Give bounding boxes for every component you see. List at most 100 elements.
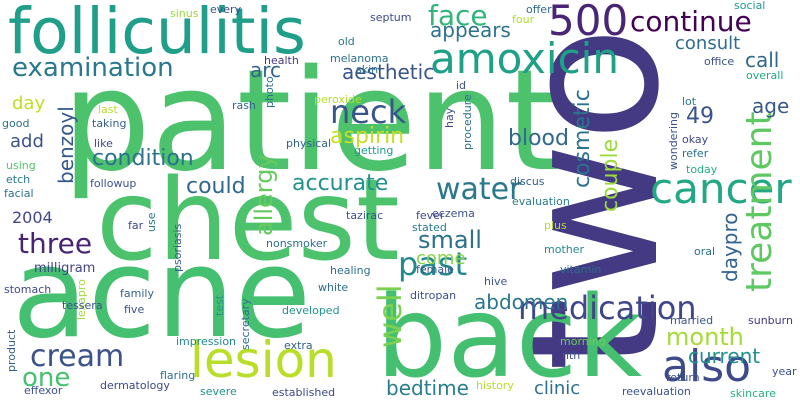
word-500: 500 (548, 0, 629, 45)
word-condition: condition (92, 146, 194, 171)
word-call: call (745, 48, 780, 72)
word-procedure: procedure (461, 94, 474, 150)
word-septum: septum (370, 11, 412, 24)
word-consult: consult (675, 33, 741, 54)
word-couple: couple (598, 138, 623, 212)
word-hay: hay (443, 107, 456, 128)
word-effexor: effexor (24, 384, 63, 397)
word-face: face (428, 0, 488, 32)
word-lot: lot (682, 95, 697, 108)
word-ditropan: ditropan (410, 289, 457, 302)
word-white: white (318, 281, 349, 294)
word-age: age (752, 94, 790, 118)
word-stomach: stomach (4, 283, 52, 296)
word-fever: fever (416, 209, 445, 222)
word-psoriasis: psoriasis (171, 223, 184, 272)
word-aspirin: aspirin (330, 124, 405, 149)
word-current: current (688, 344, 761, 368)
word-water: water (436, 172, 522, 207)
word-established: established (272, 386, 336, 399)
word-using: using (6, 159, 36, 172)
word-examination: examination (12, 53, 174, 83)
word-reevaluation: reevaluation (622, 385, 691, 398)
word-family: family (120, 287, 154, 300)
word-small: small (418, 226, 482, 254)
word-peroxide: peroxide (314, 93, 362, 106)
word-aesthetic: aesthetic (342, 60, 435, 84)
word-getting: getting (354, 144, 394, 157)
word-one: one (22, 363, 71, 393)
word-day: day (12, 93, 46, 114)
word-photo: photo (263, 76, 276, 108)
word-milligram: milligram (34, 261, 96, 276)
word-back: back (376, 273, 643, 400)
word-acne: acne (12, 222, 312, 366)
word-overall: overall (746, 69, 784, 82)
word-health: health (264, 54, 299, 67)
word-arc: arc (250, 58, 282, 82)
word-nonsmoker: nonsmoker (266, 237, 328, 250)
word-impression: impression (176, 335, 237, 348)
word-nth: nth (562, 349, 581, 362)
word-history: history (476, 379, 514, 392)
word-taking: taking (92, 117, 127, 130)
word-sunburn: sunburn (748, 314, 793, 327)
word-far: far (128, 219, 144, 232)
word-oral: oral (694, 245, 716, 258)
word-last: last (98, 103, 118, 116)
word-amoxicin: amoxicin (430, 34, 619, 83)
word-vitamin: vitamin (560, 263, 602, 276)
word-cancer: cancer (650, 164, 792, 213)
word-facial: facial (4, 187, 34, 200)
word-every: every (210, 3, 242, 16)
word-wondering: wondering (667, 112, 680, 170)
word-sinus: sinus (170, 7, 199, 20)
word-treatment: treatment (739, 111, 780, 292)
word-benzoyl: benzoyl (54, 106, 78, 184)
word-extra: extra (284, 339, 313, 352)
word-daypro: daypro (718, 212, 742, 282)
word-tazirac: tazirac (346, 209, 384, 222)
word-mother: mother (544, 243, 585, 256)
word-secretary: secretary (239, 298, 252, 350)
word-49: 49 (686, 104, 714, 129)
word-office: office (704, 55, 735, 68)
word-stated: stated (412, 221, 447, 234)
word-use: use (145, 212, 158, 232)
word-five: five (124, 303, 145, 316)
word-neck: neck (330, 93, 407, 131)
word-well: well (371, 284, 409, 348)
word-test: test (213, 294, 226, 316)
word-hive: hive (484, 275, 508, 288)
word-evaluation: evaluation (512, 195, 570, 208)
word-past: past (398, 245, 468, 283)
word-severe: severe (200, 385, 237, 398)
word-id: id (456, 79, 467, 92)
word-married: married (670, 314, 714, 327)
word-followup: followup (90, 177, 137, 190)
word-accurate: accurate (292, 171, 389, 196)
word-add: add (10, 131, 44, 152)
word-etch: etch (6, 173, 31, 186)
word-also: also (662, 341, 752, 392)
word-offer: offer (526, 3, 552, 16)
word-continue: continue (630, 5, 752, 38)
word-clinic: clinic (534, 378, 581, 399)
word-return: return (666, 371, 700, 384)
word-blood: blood (508, 126, 569, 151)
word-good: good (2, 117, 30, 130)
word-three: three (18, 227, 93, 260)
word-folliculitis: folliculitis (8, 0, 306, 68)
word-healing: healing (330, 264, 371, 277)
word-old: old (338, 35, 355, 48)
word-tessera: tessera (62, 299, 103, 312)
word-dermatology: dermatology (100, 379, 170, 392)
word-developed: developed (282, 304, 340, 317)
word-patient: patient (62, 40, 561, 203)
word-cosmetic: cosmetic (570, 89, 595, 188)
word-cream: cream (30, 339, 125, 374)
word-melanoma: melanoma (330, 52, 389, 65)
word-discus: discus (510, 175, 545, 188)
word-chest: chest (96, 156, 400, 286)
